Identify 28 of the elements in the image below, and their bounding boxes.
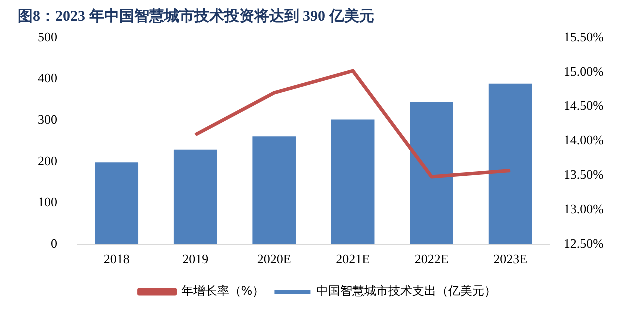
bar: [331, 120, 375, 244]
x-tick-label: 2022E: [414, 252, 449, 267]
y-tick-label: 200: [38, 153, 58, 168]
y-tick-label: 0: [51, 236, 58, 251]
bar: [174, 150, 218, 244]
bar: [488, 84, 532, 244]
y2-tick-label: 15.50%: [564, 29, 604, 44]
y-tick-label: 500: [38, 29, 58, 44]
chart-title: 图8：2023 年中国智慧城市技术投资将达到 390 亿美元: [18, 6, 374, 25]
x-tick-label: 2020E: [257, 252, 292, 267]
x-tick-label: 2023E: [494, 252, 528, 267]
x-tick-label: 2018: [104, 252, 130, 267]
y2-tick-label: 13.00%: [564, 201, 604, 216]
y2-tick-label: 12.50%: [564, 236, 604, 251]
y2-tick-label: 13.50%: [564, 167, 604, 182]
bar: [95, 162, 139, 244]
y2-tick-label: 14.50%: [564, 98, 604, 114]
legend-label: 中国智慧城市技术支出（亿美元）: [316, 284, 497, 298]
x-tick-label: 2021E: [336, 252, 370, 267]
x-tick-label: 2019: [182, 252, 209, 267]
y2-tick-label: 15.00%: [564, 64, 604, 79]
y-tick-label: 100: [38, 194, 58, 210]
y-tick-label: 400: [38, 70, 58, 86]
bar: [252, 136, 296, 244]
bar: [410, 102, 454, 244]
y2-tick-label: 14.00%: [564, 132, 604, 148]
y-tick-label: 300: [38, 112, 58, 127]
legend-label: 年增长率（%）: [181, 284, 265, 298]
